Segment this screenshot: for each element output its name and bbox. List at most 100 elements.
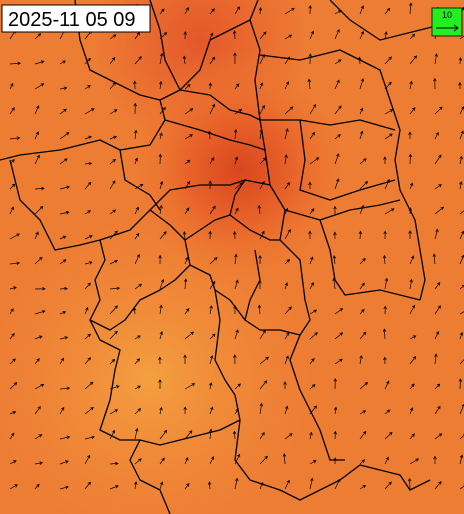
wind-arrow: [158, 379, 162, 390]
wind-arrow: [34, 406, 41, 415]
wind-arrow: [434, 131, 439, 140]
wind-arrow: [284, 154, 288, 165]
wind-arrow: [459, 284, 464, 290]
wind-arrow: [184, 256, 189, 265]
wind-arrow: [84, 181, 92, 190]
wind-arrow: [59, 185, 70, 190]
wind-arrow: [109, 259, 119, 265]
wind-arrow: [359, 30, 364, 40]
wind-arrow: [459, 155, 463, 165]
border: [164, 119, 266, 151]
wind-arrow: [459, 35, 464, 40]
wind-arrow: [109, 330, 118, 340]
border: [319, 219, 421, 301]
wind-arrow: [109, 34, 117, 40]
wind-arrow: [134, 427, 139, 440]
wind-arrow: [184, 308, 190, 315]
wind-arrow: [309, 282, 314, 290]
border: [289, 334, 345, 461]
wind-arrow: [333, 378, 337, 390]
wind-arrow: [209, 32, 214, 40]
wind-arrow: [59, 210, 70, 215]
wind-arrow: [84, 235, 93, 240]
wind-arrow: [284, 229, 291, 240]
wind-arrow: [84, 454, 91, 465]
wind-arrow: [383, 230, 387, 240]
wind-arrow: [359, 107, 364, 115]
wind-arrow: [159, 180, 164, 190]
wind-arrow: [109, 109, 118, 115]
wind-arrow: [134, 283, 143, 290]
wind-arrow: [359, 130, 364, 140]
wind-arrow: [259, 31, 267, 40]
wind-arrow: [409, 55, 417, 65]
wind-arrow: [409, 182, 414, 190]
border: [249, 19, 271, 186]
wind-arrow: [184, 108, 194, 115]
wind-arrow: [259, 431, 265, 440]
wind-arrow: [284, 405, 289, 415]
wind-arrow: [109, 209, 117, 215]
wind-arrow: [308, 5, 312, 15]
wind-arrow: [234, 329, 239, 340]
wind-arrow: [434, 282, 441, 290]
wind-arrow: [408, 131, 412, 140]
wind-arrow: [184, 383, 196, 390]
border: [149, 0, 181, 91]
wind-arrow: [383, 156, 387, 165]
wind-arrow: [84, 210, 92, 215]
wind-arrow: [9, 183, 16, 190]
border: [229, 214, 280, 241]
wind-arrow: [384, 409, 391, 415]
wind-arrow: [109, 180, 116, 190]
wind-arrow: [34, 434, 43, 440]
wind-arrow: [9, 82, 14, 90]
wind-arrow: [309, 131, 315, 140]
wind-arrow: [234, 6, 240, 15]
wind-arrow: [257, 304, 262, 315]
wind-arrow: [9, 432, 15, 440]
wind-arrow: [182, 231, 187, 240]
wind-arrow: [234, 156, 239, 165]
wind-arrow: [209, 333, 216, 340]
wind-arrow: [359, 257, 366, 265]
wind-arrow: [34, 256, 43, 265]
wind-arrow: [34, 287, 46, 291]
wind-arrow: [409, 278, 413, 290]
wind-arrow: [84, 161, 93, 166]
wind-arrow: [109, 461, 119, 466]
wind-arrow: [158, 153, 163, 165]
wind-arrow: [409, 407, 414, 415]
wind-arrow: [59, 357, 65, 365]
wind-arrow: [34, 105, 40, 115]
wind-arrow: [409, 335, 417, 340]
border: [129, 439, 171, 514]
wind-arrow: [34, 384, 45, 390]
wind-arrow: [134, 129, 138, 140]
wind-arrow: [382, 328, 387, 340]
wind-arrow: [359, 78, 365, 90]
wind-arrow: [34, 231, 39, 240]
wind-arrow: [434, 383, 441, 390]
wind-arrow: [384, 56, 392, 65]
wind-arrow: [458, 81, 462, 90]
wind-arrow: [59, 406, 65, 415]
wind-arrow: [309, 309, 318, 315]
wind-arrow: [182, 55, 187, 65]
wind-arrow: [9, 61, 22, 66]
wind-arrow: [134, 385, 141, 390]
wind-arrow: [34, 310, 46, 315]
wind-arrow: [359, 5, 364, 15]
wind-arrow: [159, 457, 165, 465]
wind-arrow: [359, 410, 367, 415]
border: [0, 0, 259, 161]
border: [184, 239, 301, 336]
wind-arrow: [332, 255, 337, 265]
wind-arrow: [9, 358, 16, 365]
wind-arrow: [109, 485, 119, 490]
wind-arrow: [384, 380, 390, 390]
wind-arrow: [283, 381, 287, 390]
wind-arrow: [9, 460, 17, 465]
wind-arrow: [309, 30, 315, 40]
wind-arrow: [383, 356, 387, 365]
